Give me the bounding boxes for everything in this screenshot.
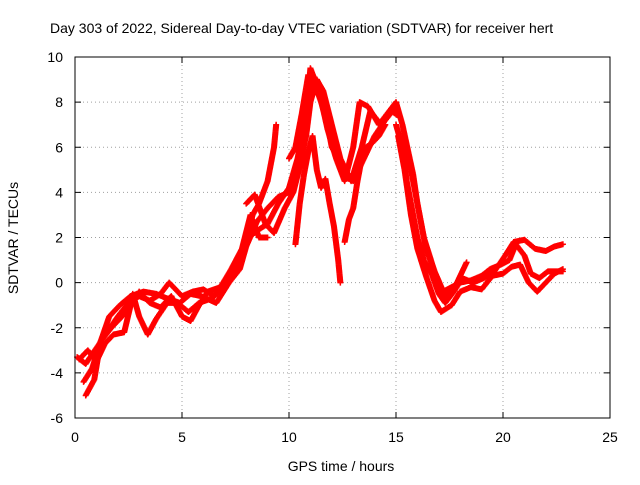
series-track-g [403,144,566,295]
series-track-f [395,132,566,315]
chart-title: Day 303 of 2022, Sidereal Day-to-day VTE… [50,20,553,36]
data-point [559,241,566,248]
y-tick-label: 10 [47,49,63,65]
series-track-j [286,72,342,162]
x-tick-label: 5 [178,429,186,445]
data-point [337,279,344,286]
x-tick-label: 15 [388,429,404,445]
y-tick-label: -4 [51,365,64,381]
series-track-h [292,132,344,286]
data-point [335,155,342,162]
x-tick-label: 25 [602,429,618,445]
axis-ticks: 0 5 10 15 20 25 -6 -4 -2 0 2 4 6 8 10 [47,49,618,445]
series-track-i [341,121,389,246]
data-points [74,65,566,399]
data-point [382,121,389,128]
data-point [559,268,566,275]
y-axis-label: SDTVAR / TECUs [5,182,21,294]
y-tick-label: -6 [51,410,64,426]
y-tick-label: 6 [55,139,63,155]
plot-frame [74,56,611,419]
x-tick-label: 10 [281,429,297,445]
y-tick-label: 4 [55,184,63,200]
y-tick-label: 2 [55,230,63,246]
series-track-k [76,211,271,365]
data-point [463,259,470,266]
y-tick-label: -2 [51,320,64,336]
x-tick-label: 20 [495,429,511,445]
series-track-b [80,76,399,385]
y-tick-label: 8 [55,94,63,110]
x-tick-label: 0 [71,429,79,445]
data-point [273,121,280,128]
x-axis-label: GPS time / hours [288,458,395,474]
y-tick-label: 0 [55,275,63,291]
data-point [264,234,271,241]
